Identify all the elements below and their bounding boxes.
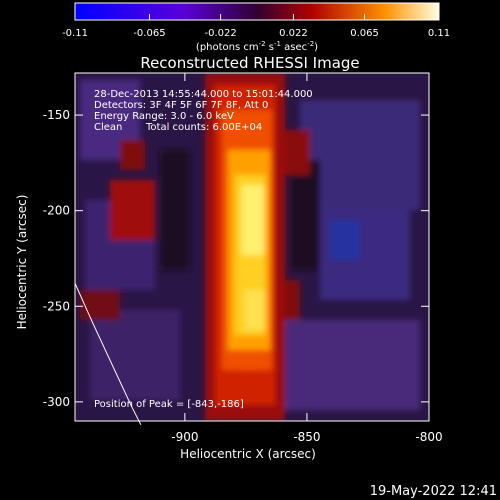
- x-tick-label: -800: [415, 430, 442, 444]
- solar-limb-curve: [74, 283, 142, 426]
- colorbar-tick-label: -0.022: [204, 28, 236, 39]
- colorbar-tick-label: 0.022: [279, 28, 308, 39]
- cb-unit-6: ): [314, 42, 318, 53]
- footer-timestamp: 19-May-2022 12:41: [370, 484, 497, 499]
- chart-title: Reconstructed RHESSI Image: [140, 54, 359, 72]
- annotation-detectors: Detectors: 3F 4F 5F 6F 7F 8F, Att 0: [94, 100, 268, 111]
- annotation-clean: Clean: [94, 122, 122, 133]
- plot-frame: [74, 72, 430, 422]
- colorbar: [74, 2, 440, 21]
- annotation-time: 28-Dec-2013 14:55:44.000 to 15:01:44.000: [94, 89, 313, 100]
- y-tick-label: -150: [43, 108, 70, 122]
- annotation-total-counts: Total counts: 6.00E+04: [145, 122, 262, 133]
- colorbar-ticks: -0.11 -0.065 -0.022 0.022 0.065 0.11: [62, 14, 450, 39]
- annotation-peak: Position of Peak = [-843,-186]: [94, 399, 244, 410]
- colorbar-unit-label: (photons cm-2 s-1 asec-2): [196, 40, 318, 53]
- colorbar-tick-label: 0.11: [428, 28, 450, 39]
- y-tick-label: -250: [43, 299, 70, 313]
- y-axis-label: Heliocentric Y (arcsec): [15, 195, 29, 330]
- x-axis-label: Heliocentric X (arcsec): [180, 447, 316, 461]
- y-tick-label: -300: [43, 395, 70, 409]
- cb-unit-1: -2: [259, 40, 266, 48]
- cb-unit-4: asec: [281, 42, 307, 53]
- cb-unit-2: s: [266, 42, 274, 53]
- y-tick-label: -200: [43, 204, 70, 218]
- x-tick-label: -900: [171, 430, 198, 444]
- cb-unit-5: -2: [307, 40, 314, 48]
- axis-ticks: -900 -850 -800 -150 -200 -250 -300: [43, 73, 443, 444]
- colorbar-tick-label: -0.11: [62, 28, 88, 39]
- colorbar-tick-label: 0.065: [350, 28, 379, 39]
- annotation-energy: Energy Range: 3.0 - 6.0 keV: [94, 111, 234, 122]
- colorbar-tick-label: -0.065: [133, 28, 165, 39]
- x-tick-label: -850: [293, 430, 320, 444]
- cb-unit-0: (photons cm: [196, 42, 259, 53]
- cb-unit-3: -1: [274, 40, 281, 48]
- heatmap-image: [75, 73, 429, 421]
